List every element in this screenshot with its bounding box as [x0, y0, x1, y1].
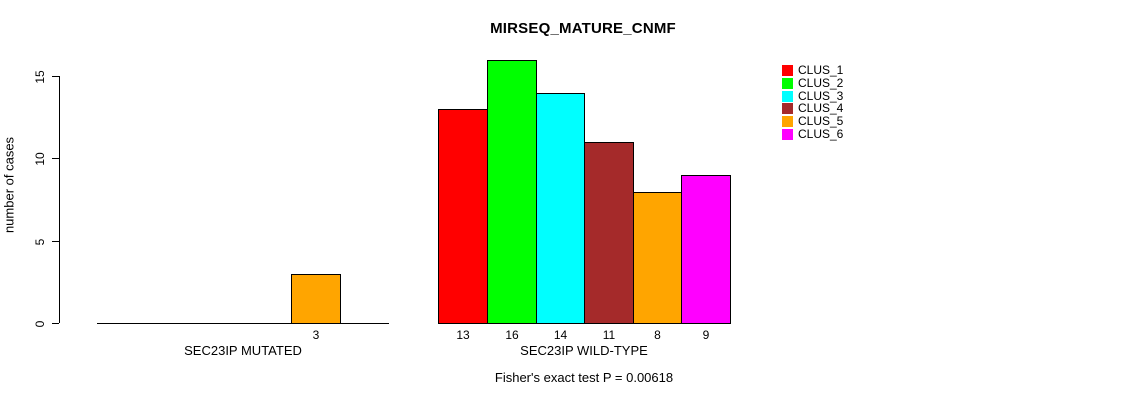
bar-clus_5 — [633, 192, 682, 324]
y-tick — [52, 241, 59, 242]
legend-item-clus_2: CLUS_2 — [782, 77, 843, 90]
group-label: SEC23IP MUTATED — [184, 343, 302, 358]
bar-value-label: 3 — [312, 328, 320, 342]
legend-swatch-icon — [782, 103, 793, 114]
group-baseline — [97, 323, 389, 324]
y-tick-label: 0 — [33, 320, 47, 327]
y-tick-label: 5 — [33, 238, 47, 245]
y-tick — [52, 323, 59, 324]
y-tick — [52, 76, 59, 77]
bar-value-label: 16 — [505, 328, 519, 342]
y-axis-label: number of cases — [1, 136, 17, 234]
chart-title: MIRSEQ_MATURE_CNMF — [490, 20, 676, 37]
bar-clus_3 — [536, 93, 585, 324]
stat-note: Fisher's exact test P = 0.00618 — [494, 370, 674, 385]
legend-item-clus_1: CLUS_1 — [782, 64, 843, 77]
bar-clus_5 — [291, 274, 341, 324]
legend-swatch-icon — [782, 65, 793, 76]
bar-value-label: 9 — [702, 328, 710, 342]
legend-item-label: CLUS_4 — [798, 101, 844, 115]
legend-item-label: CLUS_3 — [798, 89, 844, 103]
legend-item-label: CLUS_1 — [798, 63, 844, 77]
group-label: SEC23IP WILD-TYPE — [520, 343, 648, 358]
bar-clus_6 — [681, 175, 731, 324]
bar-value-label: 11 — [602, 328, 616, 342]
bar-value-label: 14 — [553, 328, 568, 342]
legend-swatch-icon — [782, 116, 793, 127]
y-tick-label: 15 — [33, 69, 47, 84]
y-axis-line — [59, 76, 60, 323]
legend-swatch-icon — [782, 91, 793, 102]
bar-clus_4 — [584, 142, 634, 324]
legend-item-label: CLUS_2 — [798, 76, 844, 90]
bar-clus_2 — [487, 60, 537, 324]
legend-swatch-icon — [782, 129, 793, 140]
legend-item-label: CLUS_5 — [798, 114, 844, 128]
legend-item-clus_3: CLUS_3 — [782, 90, 843, 103]
bar-value-label: 8 — [654, 328, 661, 342]
legend-item-label: CLUS_6 — [798, 127, 844, 141]
legend-item-clus_4: CLUS_4 — [782, 102, 843, 115]
y-tick — [52, 158, 59, 159]
legend-swatch-icon — [782, 78, 793, 89]
legend-item-clus_6: CLUS_6 — [782, 128, 843, 141]
bar-value-label: 13 — [456, 328, 470, 342]
y-tick-label: 10 — [33, 151, 47, 166]
legend-item-clus_5: CLUS_5 — [782, 115, 843, 128]
bar-clus_1 — [438, 109, 488, 324]
